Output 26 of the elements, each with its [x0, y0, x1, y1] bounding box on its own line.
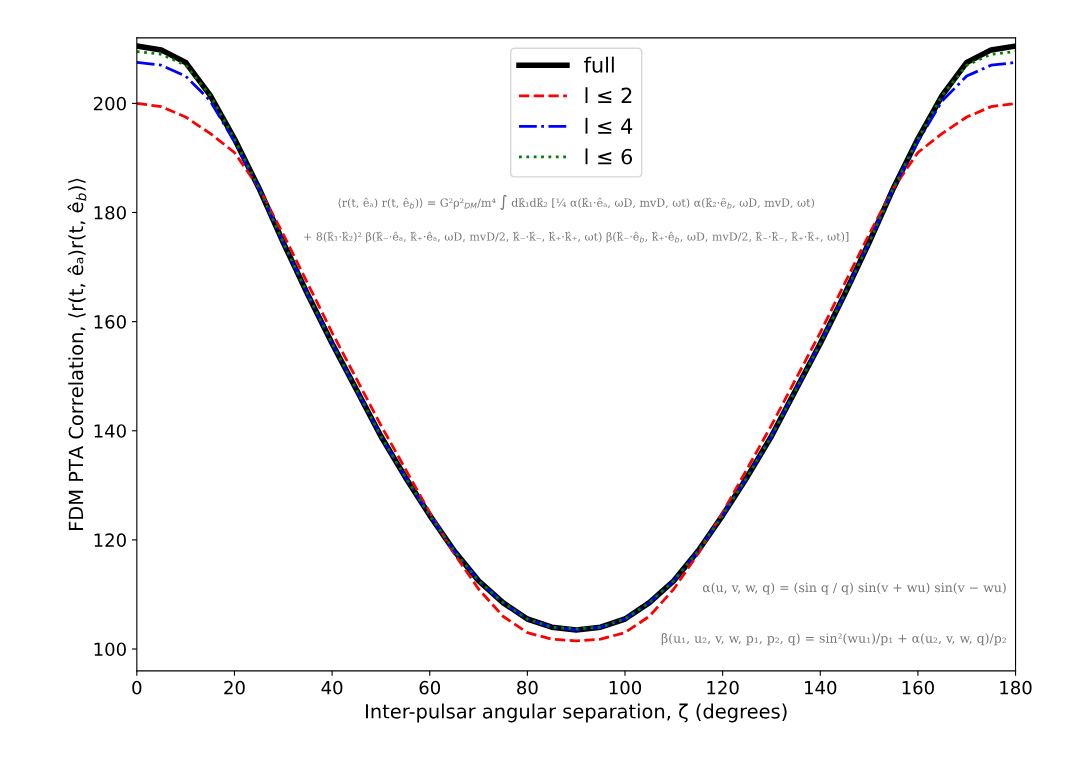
y-tick-label: 120	[94, 533, 126, 547]
legend-label: l ≤ 2	[585, 87, 632, 104]
y-axis-title: FDM PTA Correlation, ⟨r(t, êₐ)r(t, ê$_{b}$)⟩	[67, 178, 87, 530]
annotation: + 8(k̂₁·k̂₂)² β(k̂₋·êₐ, k̂₊·êₐ, ωD, mvD/2, k̂₋·k̂₋, k̂₊·k̂₊, ωt) β(k̂₋·ê$_{b}$, k̂₊·ê$_{b}$, ωD, mvD/2, k̂₋·k̂₋, k̂₊·k̂₊, ωt)]	[304, 231, 849, 243]
y-tick-label: 100	[94, 642, 126, 657]
y-tick-label: 180	[94, 205, 126, 220]
x-axis-title: Inter-pulsar angular separation, ζ (degrees)	[366, 703, 787, 723]
x-tick-label: 20	[224, 680, 245, 695]
x-tick-label: 100	[609, 680, 642, 695]
annotation: ⟨r(t, êₐ) r(t, ê$_{b}$)⟩ = G²ρ²$_{DM}$/m⁴ ∫ dk̂₁dk̂₂ [¼ α(k̂₁·êₐ, ωD, mvD, ωt) α(k̂₂·ê$_{b}$, ωD, mvD, ωt)	[338, 194, 814, 210]
x-tick-label: 0	[132, 680, 142, 695]
x-tick-label: 180	[1000, 680, 1032, 695]
legend-label: l ≤ 4	[585, 117, 633, 134]
x-tick-label: 80	[517, 680, 538, 695]
annotation: α(u, v, w, q) = (sin q / q) sin(v + wu) sin(v − wu)	[702, 582, 1006, 595]
annotation: β(u₁, u₂, v, w, p₁, p₂, q) = sin²(wu₁)/p₁ + α(u₂, v, w, q)/p₂	[661, 633, 1006, 646]
legend-label: l ≤ 6	[585, 148, 633, 165]
x-tick-label: 40	[321, 680, 343, 695]
x-tick-label: 160	[902, 680, 934, 695]
x-tick-label: 140	[805, 680, 837, 695]
legend-label: full	[584, 56, 614, 73]
x-tick-label: 60	[419, 680, 441, 695]
y-tick-label: 140	[94, 424, 126, 438]
y-tick-label: 160	[94, 315, 126, 329]
y-tick-label: 200	[93, 96, 126, 111]
x-tick-label: 120	[707, 680, 739, 695]
